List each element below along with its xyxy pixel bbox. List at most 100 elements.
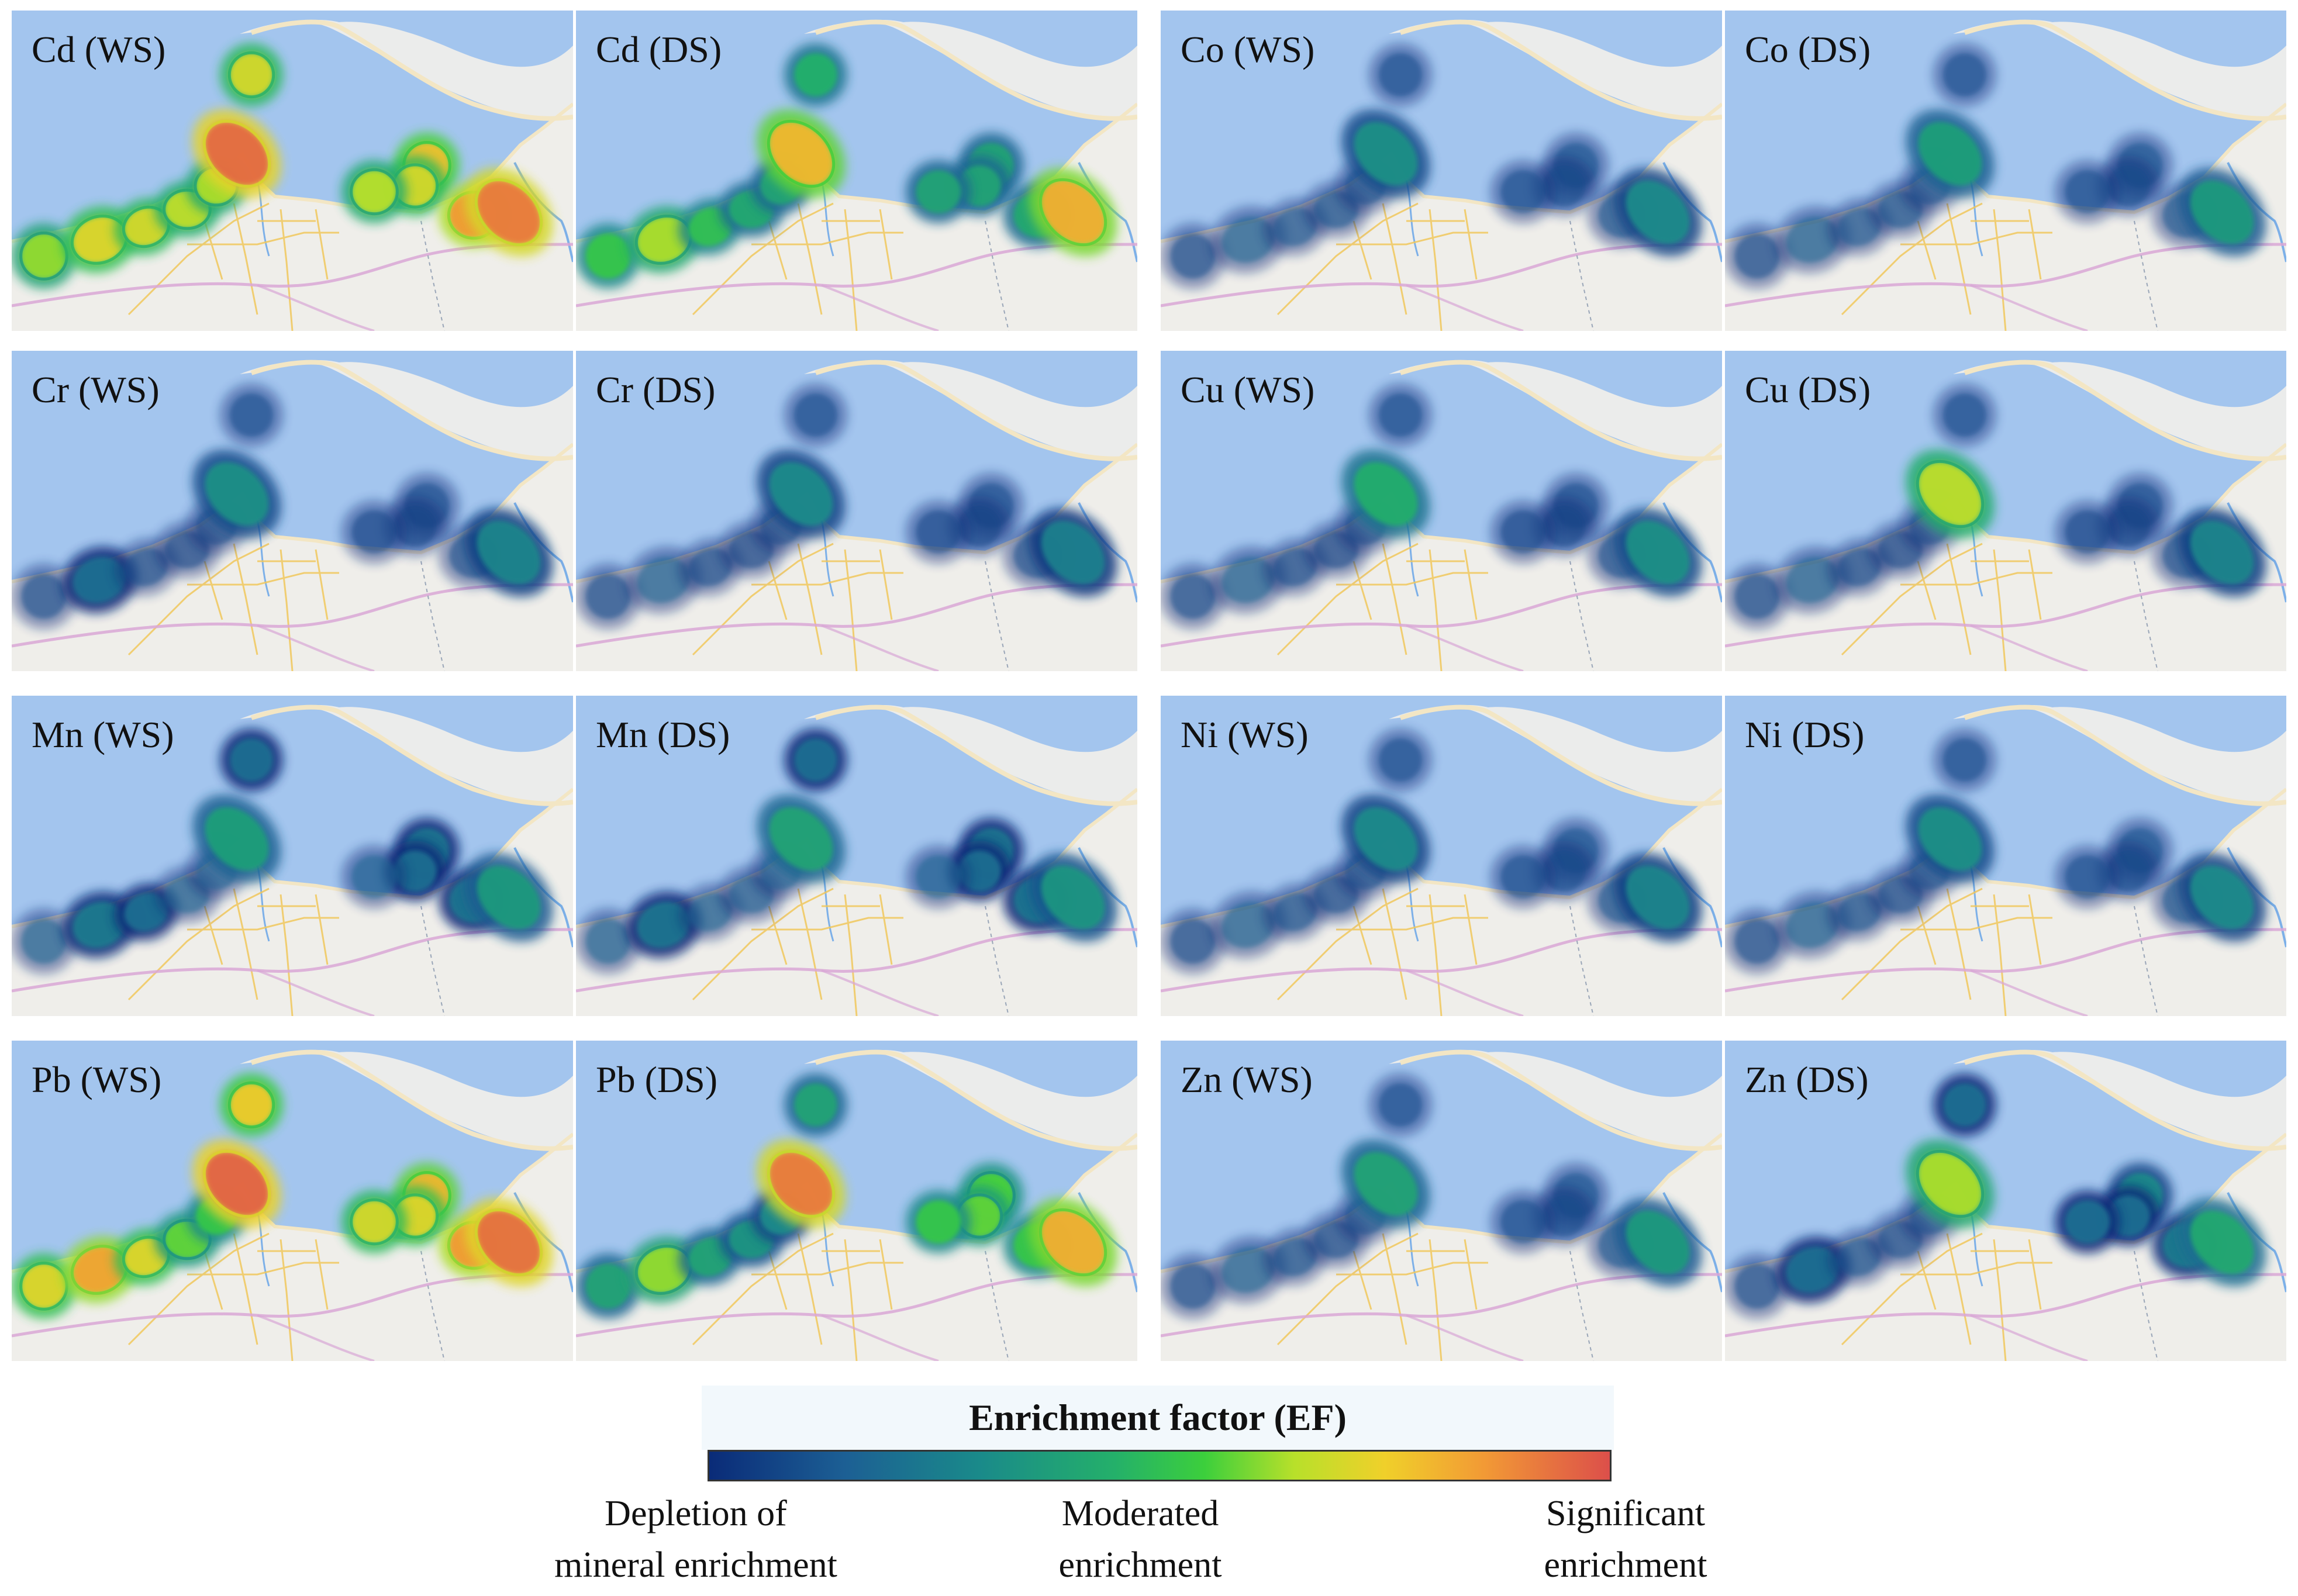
spit-sand — [250, 1049, 573, 1151]
spit-sand — [1399, 360, 1722, 461]
ef-hotspot — [1341, 109, 1430, 198]
ef-hotspot — [784, 43, 847, 106]
ef-hotspot — [757, 1139, 846, 1228]
highway — [821, 624, 939, 671]
ef-hotspot — [757, 109, 846, 198]
legend-title: Enrichment factor (EF) — [702, 1386, 1614, 1450]
highway — [1725, 243, 2286, 308]
ef-hotspot — [1933, 43, 1996, 106]
land — [12, 104, 573, 331]
ef-hotspot — [576, 223, 641, 289]
panel-label: Cr (DS) — [596, 369, 716, 410]
ef-hotspot — [576, 1253, 641, 1319]
legend-mid-label: Moderated enrichment — [1058, 1494, 1222, 1585]
spit-sand — [250, 704, 573, 806]
highway — [257, 624, 375, 671]
ef-hotspot — [220, 728, 283, 792]
heatmap-map — [1161, 11, 1722, 331]
ef-hotspot — [1906, 1139, 1995, 1228]
ef-hotspot — [12, 564, 77, 629]
ef-hotspot — [1490, 160, 1556, 223]
highway — [1406, 969, 1524, 1016]
highway — [257, 284, 375, 331]
heatmap-map — [576, 11, 1137, 331]
ef-hotspot — [2178, 1198, 2266, 1287]
dotted-road — [420, 561, 445, 671]
spit-sand — [1964, 1049, 2286, 1151]
map-panel: Cu (DS) — [1725, 351, 2286, 671]
ef-hotspot — [1369, 43, 1432, 106]
ef-hotspot — [1725, 223, 1790, 289]
spit-sand — [815, 1049, 1137, 1151]
panel-label: Cu (WS) — [1181, 369, 1315, 410]
highway — [257, 1314, 375, 1361]
ef-hotspot — [1369, 1073, 1432, 1136]
panel-label: Pb (DS) — [596, 1059, 718, 1100]
road-network — [692, 1232, 903, 1361]
panel-label: Ni (DS) — [1745, 714, 1865, 755]
heatmap-map — [1161, 696, 1722, 1016]
spit-sand — [1964, 704, 2286, 806]
highway — [1725, 583, 2286, 648]
spit-sand — [1399, 1049, 1722, 1151]
ef-hotspot — [341, 845, 407, 908]
highway — [1970, 1314, 2088, 1361]
ef-hotspot — [1490, 1190, 1556, 1253]
highway — [1970, 624, 2088, 671]
highway — [1161, 243, 1722, 308]
dotted-road — [2134, 1250, 2158, 1361]
highway — [257, 969, 375, 1016]
map-panel: Co (DS) — [1725, 11, 2286, 331]
ef-hotspot — [2055, 845, 2120, 908]
ef-hotspot — [1161, 908, 1226, 974]
dotted-road — [2134, 220, 2158, 331]
ef-hotspot — [1029, 1198, 1117, 1287]
spit-sand — [815, 704, 1137, 806]
ef-hotspot — [1490, 500, 1556, 564]
ef-hotspot — [192, 794, 281, 883]
land — [1161, 444, 1722, 671]
map-panel: Cd (DS) — [576, 11, 1137, 331]
highway — [1161, 583, 1722, 648]
map-panel: Pb (WS) — [12, 1041, 573, 1361]
ef-hotspot — [341, 500, 407, 564]
ef-hotspot — [1029, 168, 1117, 257]
ef-hotspot — [576, 908, 641, 974]
panel-label: Co (WS) — [1181, 29, 1315, 70]
ef-hotspot — [1613, 853, 1702, 942]
spit-sand — [815, 19, 1137, 121]
ef-hotspot — [1369, 384, 1432, 447]
ef-hotspot — [464, 853, 553, 942]
heatmap-map — [576, 351, 1137, 671]
ef-hotspot — [1725, 908, 1790, 974]
ef-hotspot — [1161, 564, 1226, 629]
spit-sand — [250, 360, 573, 461]
spit-sand — [815, 360, 1137, 461]
land — [576, 789, 1137, 1016]
legend-color-bar — [708, 1450, 1612, 1481]
map-panel: Cr (DS) — [576, 351, 1137, 671]
land — [1725, 789, 2286, 1016]
map-panel: Cd (WS) — [12, 11, 573, 331]
spit-sand — [1964, 19, 2286, 121]
ef-hotspot — [1161, 1253, 1226, 1319]
ef-hotspot — [2055, 500, 2120, 564]
heatmap-map — [1725, 351, 2286, 671]
ef-hotspot — [2055, 1190, 2120, 1253]
highway — [576, 928, 1137, 993]
spit-sand — [1964, 360, 2286, 461]
land — [1161, 1134, 1722, 1361]
ef-hotspot — [2178, 508, 2266, 597]
highway — [821, 969, 939, 1016]
ef-hotspot — [220, 1073, 283, 1136]
ef-hotspot — [906, 1190, 971, 1253]
ef-hotspot — [464, 508, 553, 597]
ef-hotspot — [1369, 728, 1432, 792]
highway — [1406, 284, 1524, 331]
panel-label: Cr (WS) — [32, 369, 160, 410]
ef-hotspot — [906, 845, 971, 908]
heatmap-map — [12, 351, 573, 671]
land — [576, 104, 1137, 331]
ef-hotspot — [1490, 845, 1556, 908]
land — [1725, 1134, 2286, 1361]
